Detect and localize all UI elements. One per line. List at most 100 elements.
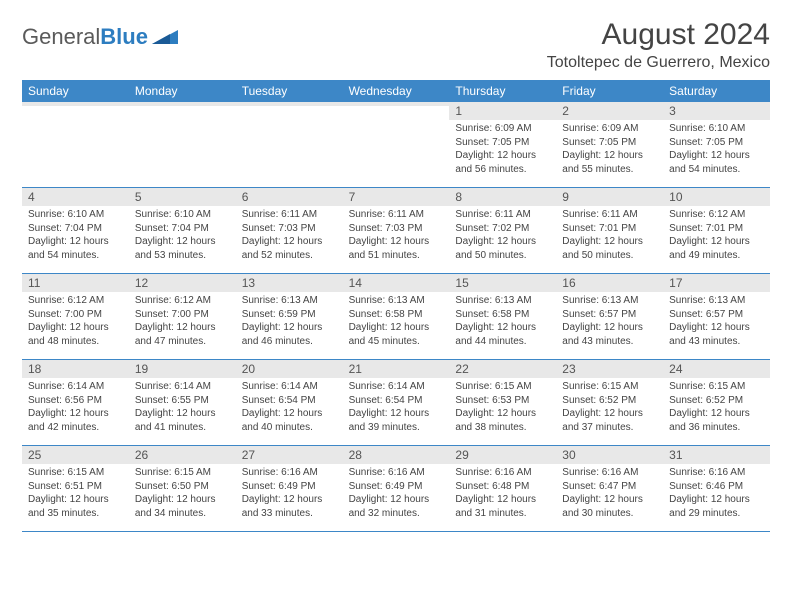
sunset-line: Sunset: 7:05 PM <box>455 136 550 150</box>
day-details: Sunrise: 6:15 AMSunset: 6:51 PMDaylight:… <box>22 464 129 524</box>
day-cell: 28Sunrise: 6:16 AMSunset: 6:49 PMDayligh… <box>343 446 450 531</box>
day-header-wed: Wednesday <box>343 80 450 102</box>
day-cell: 8Sunrise: 6:11 AMSunset: 7:02 PMDaylight… <box>449 188 556 273</box>
day-details: Sunrise: 6:13 AMSunset: 6:57 PMDaylight:… <box>556 292 663 352</box>
sunset-line: Sunset: 7:04 PM <box>135 222 230 236</box>
day-cell: 3Sunrise: 6:10 AMSunset: 7:05 PMDaylight… <box>663 102 770 187</box>
day-number: 6 <box>236 188 343 206</box>
day-cell: 5Sunrise: 6:10 AMSunset: 7:04 PMDaylight… <box>129 188 236 273</box>
sunset-line: Sunset: 7:01 PM <box>669 222 764 236</box>
logo-text-blue: Blue <box>100 24 148 49</box>
logo-text: GeneralBlue <box>22 24 148 50</box>
day-cell: 13Sunrise: 6:13 AMSunset: 6:59 PMDayligh… <box>236 274 343 359</box>
day-details: Sunrise: 6:15 AMSunset: 6:53 PMDaylight:… <box>449 378 556 438</box>
daylight-line: Daylight: 12 hours and 41 minutes. <box>135 407 230 434</box>
daylight-line: Daylight: 12 hours and 44 minutes. <box>455 321 550 348</box>
day-cell: 26Sunrise: 6:15 AMSunset: 6:50 PMDayligh… <box>129 446 236 531</box>
month-title: August 2024 <box>547 18 770 52</box>
sunrise-line: Sunrise: 6:13 AM <box>669 294 764 308</box>
sunrise-line: Sunrise: 6:14 AM <box>349 380 444 394</box>
sunrise-line: Sunrise: 6:12 AM <box>669 208 764 222</box>
sunset-line: Sunset: 7:02 PM <box>455 222 550 236</box>
daylight-line: Daylight: 12 hours and 46 minutes. <box>242 321 337 348</box>
day-number: 10 <box>663 188 770 206</box>
day-number: 28 <box>343 446 450 464</box>
header: GeneralBlue August 2024 Totoltepec de Gu… <box>22 18 770 72</box>
sunset-line: Sunset: 7:00 PM <box>135 308 230 322</box>
day-cell: 17Sunrise: 6:13 AMSunset: 6:57 PMDayligh… <box>663 274 770 359</box>
sunset-line: Sunset: 6:57 PM <box>562 308 657 322</box>
day-number <box>22 102 129 106</box>
sunrise-line: Sunrise: 6:12 AM <box>135 294 230 308</box>
day-details: Sunrise: 6:16 AMSunset: 6:47 PMDaylight:… <box>556 464 663 524</box>
day-number: 15 <box>449 274 556 292</box>
daylight-line: Daylight: 12 hours and 30 minutes. <box>562 493 657 520</box>
week-row: 11Sunrise: 6:12 AMSunset: 7:00 PMDayligh… <box>22 274 770 360</box>
sunrise-line: Sunrise: 6:09 AM <box>562 122 657 136</box>
day-details: Sunrise: 6:09 AMSunset: 7:05 PMDaylight:… <box>556 120 663 180</box>
daylight-line: Daylight: 12 hours and 55 minutes. <box>562 149 657 176</box>
day-cell: 10Sunrise: 6:12 AMSunset: 7:01 PMDayligh… <box>663 188 770 273</box>
day-header-thu: Thursday <box>449 80 556 102</box>
day-details: Sunrise: 6:10 AMSunset: 7:05 PMDaylight:… <box>663 120 770 180</box>
sunset-line: Sunset: 6:54 PM <box>242 394 337 408</box>
sunset-line: Sunset: 7:00 PM <box>28 308 123 322</box>
day-number: 22 <box>449 360 556 378</box>
weeks-container: 1Sunrise: 6:09 AMSunset: 7:05 PMDaylight… <box>22 102 770 532</box>
sunrise-line: Sunrise: 6:16 AM <box>669 466 764 480</box>
day-number: 31 <box>663 446 770 464</box>
day-cell: 27Sunrise: 6:16 AMSunset: 6:49 PMDayligh… <box>236 446 343 531</box>
sunrise-line: Sunrise: 6:10 AM <box>28 208 123 222</box>
day-number: 20 <box>236 360 343 378</box>
day-header-sun: Sunday <box>22 80 129 102</box>
day-number: 26 <box>129 446 236 464</box>
daylight-line: Daylight: 12 hours and 49 minutes. <box>669 235 764 262</box>
daylight-line: Daylight: 12 hours and 43 minutes. <box>562 321 657 348</box>
sunset-line: Sunset: 6:48 PM <box>455 480 550 494</box>
day-number: 2 <box>556 102 663 120</box>
daylight-line: Daylight: 12 hours and 47 minutes. <box>135 321 230 348</box>
day-number: 14 <box>343 274 450 292</box>
sunrise-line: Sunrise: 6:10 AM <box>669 122 764 136</box>
sunrise-line: Sunrise: 6:13 AM <box>242 294 337 308</box>
week-row: 1Sunrise: 6:09 AMSunset: 7:05 PMDaylight… <box>22 102 770 188</box>
day-cell: 4Sunrise: 6:10 AMSunset: 7:04 PMDaylight… <box>22 188 129 273</box>
sunrise-line: Sunrise: 6:13 AM <box>349 294 444 308</box>
daylight-line: Daylight: 12 hours and 40 minutes. <box>242 407 337 434</box>
sunset-line: Sunset: 6:50 PM <box>135 480 230 494</box>
sunset-line: Sunset: 6:55 PM <box>135 394 230 408</box>
day-details: Sunrise: 6:12 AMSunset: 7:01 PMDaylight:… <box>663 206 770 266</box>
day-details: Sunrise: 6:13 AMSunset: 6:59 PMDaylight:… <box>236 292 343 352</box>
day-details: Sunrise: 6:14 AMSunset: 6:54 PMDaylight:… <box>343 378 450 438</box>
sunset-line: Sunset: 6:49 PM <box>242 480 337 494</box>
day-number: 3 <box>663 102 770 120</box>
day-cell: 2Sunrise: 6:09 AMSunset: 7:05 PMDaylight… <box>556 102 663 187</box>
logo-triangle-icon <box>152 26 178 49</box>
sunrise-line: Sunrise: 6:15 AM <box>562 380 657 394</box>
day-number: 16 <box>556 274 663 292</box>
day-details: Sunrise: 6:16 AMSunset: 6:49 PMDaylight:… <box>236 464 343 524</box>
day-details: Sunrise: 6:16 AMSunset: 6:49 PMDaylight:… <box>343 464 450 524</box>
logo-text-general: General <box>22 24 100 49</box>
day-number: 8 <box>449 188 556 206</box>
sunrise-line: Sunrise: 6:14 AM <box>242 380 337 394</box>
day-cell: 20 Sunrise: 6:14 AMSunset: 6:54 PMDayligh… <box>236 360 343 445</box>
day-details: Sunrise: 6:16 AMSunset: 6:46 PMDaylight:… <box>663 464 770 524</box>
day-details: Sunrise: 6:15 AMSunset: 6:52 PMDaylight:… <box>556 378 663 438</box>
sunrise-line: Sunrise: 6:14 AM <box>28 380 123 394</box>
sunrise-line: Sunrise: 6:11 AM <box>242 208 337 222</box>
day-cell: 31Sunrise: 6:16 AMSunset: 6:46 PMDayligh… <box>663 446 770 531</box>
day-cell: 29Sunrise: 6:16 AMSunset: 6:48 PMDayligh… <box>449 446 556 531</box>
day-number: 19 <box>129 360 236 378</box>
day-number: 21 <box>343 360 450 378</box>
sunset-line: Sunset: 6:54 PM <box>349 394 444 408</box>
day-number: 23 <box>556 360 663 378</box>
sunset-line: Sunset: 7:05 PM <box>669 136 764 150</box>
daylight-line: Daylight: 12 hours and 34 minutes. <box>135 493 230 520</box>
day-cell: 22Sunrise: 6:15 AMSunset: 6:53 PMDayligh… <box>449 360 556 445</box>
day-details: Sunrise: 6:12 AMSunset: 7:00 PMDaylight:… <box>22 292 129 352</box>
day-details: Sunrise: 6:11 AMSunset: 7:03 PMDaylight:… <box>343 206 450 266</box>
sunrise-line: Sunrise: 6:15 AM <box>455 380 550 394</box>
location: Totoltepec de Guerrero, Mexico <box>547 54 770 72</box>
day-number <box>129 102 236 106</box>
